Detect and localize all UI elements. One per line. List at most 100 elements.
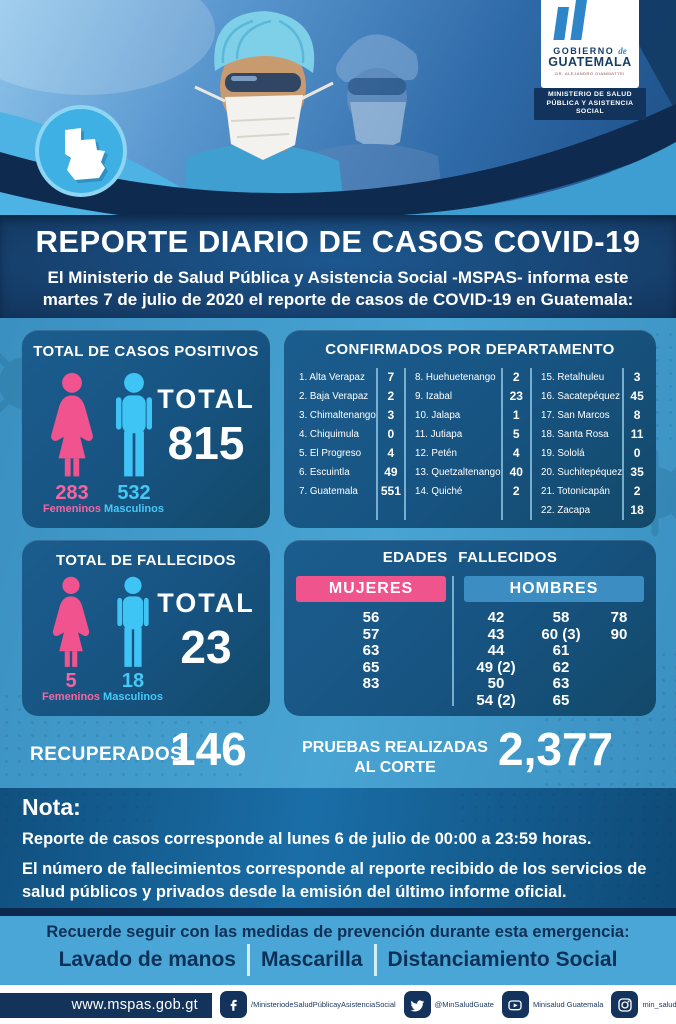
deaths-title: TOTAL DE FALLECIDOS	[55, 552, 237, 569]
social-links: /MinisteriodeSaludPúblicayAsistenciaSoci…	[220, 991, 676, 1018]
dept-name: 2. Baja Verapaz	[299, 391, 369, 402]
recovered-label: RECUPERADOS	[30, 744, 184, 765]
dept-name: 5. El Progreso	[299, 448, 362, 459]
dept-value: 1	[512, 408, 520, 422]
dept-value: 40	[509, 465, 523, 479]
dept-name: 9. Izabal	[415, 391, 453, 402]
age-value: 42	[487, 609, 505, 626]
positives-total-label: TOTAL	[157, 384, 255, 414]
age-value: 56	[362, 609, 380, 626]
positives-female-value: 283	[55, 482, 89, 504]
logo-bars-icon	[541, 0, 639, 46]
dept-name: 22. Zacapa	[541, 505, 591, 516]
header-photo-area: GOBIERNO de GUATEMALA DR. ALEJANDRO GIAM…	[0, 0, 676, 215]
logo-government-text: GOBIERNO de	[553, 46, 627, 56]
nota-heading: Nota:	[22, 794, 81, 820]
ministry-name-chip: MINISTERIO DE SALUD PÚBLICA Y ASISTENCIA…	[534, 88, 646, 120]
facebook-handle: /MinisteriodeSaludPúblicayAsistenciaSoci…	[251, 1000, 396, 1009]
dept-value: 4	[512, 446, 520, 460]
dept-name: 18. Santa Rosa	[541, 429, 609, 440]
nota-line1: Reporte de casos corresponde al lunes 6 …	[22, 830, 592, 848]
nota-line2: El número de fallecimientos corresponde …	[22, 860, 647, 901]
measure-separator	[373, 944, 377, 976]
nota-band: Nota: Reporte de casos corresponde al lu…	[0, 788, 676, 908]
male-icon	[116, 372, 152, 477]
hombres-ages-list: 42 43 44 49 (2) 50 54 (2) 58 60 (3) 61 6…	[464, 609, 644, 709]
age-value: 63	[552, 675, 570, 692]
ages-panel: EDADES FALLECIDOS MUJERES HOMBRES 56 57 …	[284, 540, 656, 716]
youtube-handle: Minisalud Guatemala	[532, 1000, 604, 1009]
departments-column-3: 15. Retalhuleu 16. Sacatepéquez 17. San …	[532, 368, 650, 520]
age-value: 43	[487, 625, 505, 643]
recovered-value: 146	[170, 723, 247, 775]
dept-value: 2	[512, 370, 520, 384]
positives-panel: TOTAL DE CASOS POSITIVOS TOTAL 815 283 F…	[22, 330, 270, 528]
logo-de-text: de	[618, 46, 627, 56]
dept-value: 5	[512, 427, 520, 441]
website-chip[interactable]: www.mspas.gob.gt	[0, 993, 212, 1018]
subtitle-line1: El Ministerio de Salud Pública y Asisten…	[47, 268, 629, 287]
age-value: 61	[552, 642, 570, 659]
departments-panel: CONFIRMADOS POR DEPARTAMENTO 1. Alta Ver…	[284, 330, 656, 528]
dept-name: 17. San Marcos	[541, 410, 610, 421]
deaths-total-label: TOTAL	[157, 588, 255, 618]
dept-value: 8	[633, 408, 641, 422]
dept-name: 11. Jutiapa	[415, 429, 463, 440]
tests-value: 2,377	[498, 723, 614, 775]
dept-value: 49	[384, 465, 398, 479]
twitter-handle: @MinSaludGuate	[434, 1000, 494, 1009]
age-value: 50	[487, 675, 505, 692]
female-icon	[52, 576, 90, 667]
dept-value: 45	[630, 389, 644, 403]
dept-name: 14. Quiché	[415, 486, 463, 497]
age-value: 63	[362, 642, 380, 659]
facebook-link[interactable]: /MinisteriodeSaludPúblicayAsistenciaSoci…	[220, 991, 396, 1018]
measure-lavado: Lavado de manos	[58, 948, 236, 971]
dept-value: 2	[387, 389, 395, 403]
prevention-band: Recuerde seguir con las medidas de preve…	[0, 916, 676, 985]
age-value: 62	[552, 658, 570, 676]
prevention-heading: Recuerde seguir con las medidas de preve…	[46, 923, 630, 941]
dept-name: 3. Chimaltenango	[299, 410, 376, 421]
measure-separator	[246, 944, 250, 976]
subtitle: El Ministerio de Salud Pública y Asisten…	[0, 267, 676, 311]
dept-name: 12. Petén	[415, 448, 457, 459]
deaths-male-value: 18	[121, 670, 145, 692]
youtube-link[interactable]: Minisalud Guatemala	[501, 991, 604, 1018]
dept-name: 10. Jalapa	[415, 410, 461, 421]
facebook-icon	[220, 991, 247, 1018]
dept-value: 551	[380, 484, 401, 498]
page-title: REPORTE DIARIO DE CASOS COVID-19	[35, 224, 641, 259]
tests-label-line1: PRUEBAS REALIZADAS	[302, 739, 488, 756]
hombres-ages-col1: 42 43 44 49 (2) 50 54 (2)	[464, 609, 528, 709]
age-value: 49 (2)	[476, 658, 516, 676]
age-value: 44	[487, 642, 505, 659]
dept-value: 2	[512, 484, 520, 498]
male-icon	[117, 576, 149, 667]
dept-name: 16. Sacatepéquez	[541, 391, 620, 402]
ages-title: EDADES FALLECIDOS	[382, 549, 558, 566]
subtitle-line2: martes 7 de julio de 2020 el reporte de …	[42, 290, 634, 309]
age-value: 83	[362, 675, 380, 692]
instagram-link[interactable]: min_saludgt	[611, 991, 676, 1018]
age-value: 65	[362, 658, 380, 676]
dept-value: 0	[387, 427, 395, 441]
twitter-link[interactable]: @MinSaludGuate	[403, 991, 494, 1018]
dept-name: 19. Sololá	[541, 448, 585, 459]
dept-value: 7	[387, 370, 395, 384]
positives-title: TOTAL DE CASOS POSITIVOS	[33, 343, 259, 360]
age-value: 78	[610, 609, 628, 626]
divider-strip	[0, 908, 676, 916]
departments-title: CONFIRMADOS POR DEPARTAMENTO	[325, 341, 615, 358]
dept-value: 2	[633, 484, 641, 498]
deaths-female-label: Femeninos	[41, 691, 101, 703]
guatemala-map-icon	[35, 105, 127, 197]
ministry-line1: MINISTERIO DE SALUD	[548, 91, 632, 98]
title-band: REPORTE DIARIO DE CASOS COVID-19 El Mini…	[0, 215, 676, 318]
deaths-panel: TOTAL DE FALLECIDOS TOTAL 23 5 Femeninos…	[22, 540, 270, 716]
age-value: 54 (2)	[476, 691, 516, 709]
deaths-total-value: 23	[180, 621, 232, 673]
positives-male-value: 532	[117, 482, 151, 504]
dept-name: 7. Guatemala	[299, 486, 358, 497]
